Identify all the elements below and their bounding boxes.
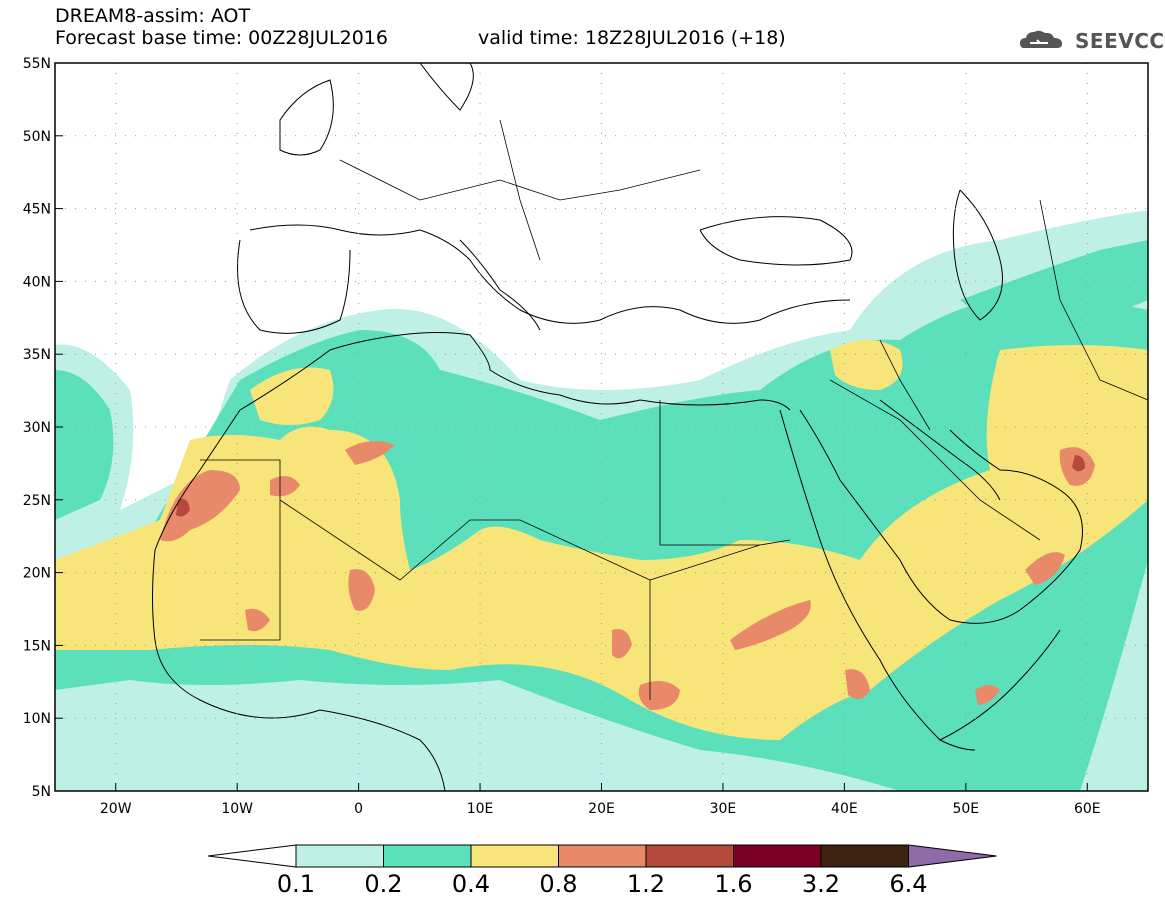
aot-contour-0.8-yemen (1025, 552, 1065, 585)
longitude-axis: 20W 10W 0 10E 20E 30E 40E 50E 60E (100, 783, 1101, 817)
black-sea (699, 216, 853, 266)
coastlines (152, 63, 1083, 791)
persian-gulf (879, 399, 1001, 501)
aot-contour-0.4-north (250, 367, 334, 425)
aot-contour-0.8-somalia (975, 685, 1000, 705)
lon-tick-label: 40E (831, 801, 858, 817)
europe-south-coast (249, 224, 851, 324)
lat-tick-label: 40N (23, 274, 51, 290)
aot-contour-0.4 (55, 345, 1148, 740)
colorbar-label: 0.1 (276, 870, 316, 898)
africa-west-coast (152, 409, 446, 791)
lon-tick-label: 20E (588, 801, 615, 817)
colorbar-label: 0.8 (539, 870, 578, 898)
italy (459, 239, 541, 331)
border-algeria-mali (279, 499, 651, 700)
lat-tick-label: 15N (23, 638, 51, 654)
aot-contour-0.8-west (245, 608, 270, 632)
colorbar-label: 0.2 (364, 870, 403, 898)
aot-field (55, 63, 1148, 791)
colorbar-label: 1.2 (626, 870, 666, 898)
arabia-coast (799, 409, 1083, 624)
colorbar-bin (558, 844, 647, 868)
colorbar-label: 1.6 (714, 870, 753, 898)
aot-contour-0.8-sudan (730, 600, 811, 650)
lon-tick-label: 60E (1074, 801, 1101, 817)
aot-contour-0.8-ethiopia (845, 669, 870, 699)
aot-contour-0.8-niger (345, 441, 395, 465)
aot-contour-0.8-sahara-west (160, 470, 240, 542)
border-europe-1 (339, 159, 701, 201)
border-europe-2 (499, 119, 541, 261)
borders (200, 119, 1148, 700)
aot-contour-1.2-wsahara (176, 498, 190, 517)
border-libya-egypt (659, 400, 760, 546)
colorbar-bin (383, 844, 472, 868)
lat-tick-label: 20N (23, 566, 51, 582)
aot-contour-0.8-central (612, 629, 632, 659)
colorbar-arrow-high (908, 844, 997, 868)
lat-tick-label: 50N (23, 129, 51, 145)
border-arabia (829, 379, 1041, 541)
colorbar-bin (733, 844, 822, 868)
lon-tick-label: 50E (952, 801, 979, 817)
lat-tick-label: 25N (23, 493, 51, 509)
colorbar-label: 3.2 (801, 870, 841, 898)
lon-tick-label: 10W (221, 801, 253, 817)
valid-time: valid time: 18Z28JUL2016 (+18) (478, 27, 786, 49)
lat-tick-label: 30N (23, 420, 51, 436)
colorbar-arrow-low (207, 844, 297, 868)
border-iraq-iran (879, 339, 931, 431)
lat-tick-label: 45N (23, 202, 51, 218)
colorbar (207, 844, 997, 868)
colorbar-bin (295, 844, 384, 868)
horn-of-africa (939, 629, 1061, 741)
logo-text: SEEVCCC (1075, 29, 1165, 53)
aot-contour-0.2-caspian (960, 240, 1148, 330)
colorbar-label: 6.4 (889, 870, 928, 898)
caspian (952, 189, 1003, 321)
border-mauritania (200, 459, 281, 641)
border-iran (1039, 199, 1148, 401)
forecast-base-time: Forecast base time: 00Z28JUL2016 (55, 27, 388, 49)
colorbar-label: 0.4 (451, 870, 491, 898)
lon-tick-label: 10E (467, 801, 494, 817)
lon-tick-label: 20W (100, 801, 132, 817)
lat-tick-label: 55N (23, 56, 51, 72)
uk (279, 79, 334, 156)
aot-contour-0.8-mali (348, 569, 375, 611)
colorbar-bin (645, 844, 734, 868)
iberia (237, 239, 351, 334)
map-title: DREAM8-assim: AOT (55, 5, 251, 27)
border-sudan (649, 539, 791, 581)
red-sea (779, 409, 976, 751)
graticule (55, 63, 1148, 791)
lon-tick-label: 30E (710, 801, 737, 817)
lat-tick-label: 5N (32, 784, 51, 800)
aot-contour-0.8-chad (638, 681, 680, 710)
colorbar-bin (470, 844, 559, 868)
lat-tick-label: 10N (23, 711, 51, 727)
latitude-axis: 5N 10N 15N 20N 25N 30N 35N 40N 45N 50N 55N (23, 56, 63, 800)
colorbar-bin (820, 844, 909, 868)
cloud-icon (1020, 30, 1062, 48)
aot-contour-0.4-iraq (830, 340, 903, 390)
aot-contour-1.2-oman (1072, 455, 1085, 472)
lat-tick-label: 35N (23, 347, 51, 363)
africa-north-coast (239, 332, 791, 411)
scandinavia (419, 63, 474, 111)
aot-contour-0.8-mauritania (270, 476, 300, 497)
lon-tick-label: 0 (354, 801, 363, 817)
